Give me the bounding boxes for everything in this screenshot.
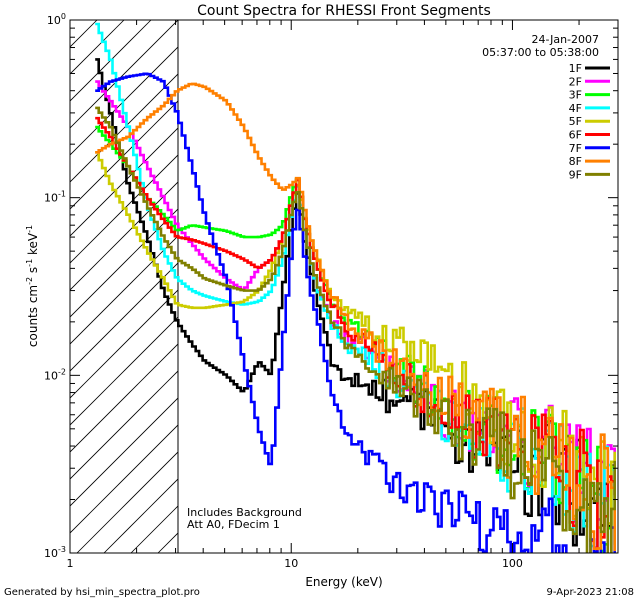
legend-date: 24-Jan-2007 xyxy=(532,33,600,46)
y-tick-label-base: 10 xyxy=(44,547,58,560)
y-tick-label-exp: -3 xyxy=(58,545,66,554)
legend-label-1F: 1F xyxy=(569,62,582,75)
hatch-line xyxy=(70,262,178,372)
legend-label-2F: 2F xyxy=(569,75,582,88)
y-tick-label: 10-1 xyxy=(44,190,66,205)
y-axis-label-end: keV xyxy=(26,232,40,259)
hatch-line xyxy=(70,20,178,129)
series-1F-line xyxy=(95,58,616,547)
y-tick-label-base: 10 xyxy=(47,14,61,27)
footer-timestamp: 9-Apr-2023 21:08 xyxy=(547,587,634,598)
chart-title: Count Spectra for RHESSI Front Segments xyxy=(197,3,491,19)
hatch-line xyxy=(70,235,178,345)
annotation-background: Includes Background xyxy=(187,506,302,519)
legend-label-7F: 7F xyxy=(569,142,582,155)
legend-label-8F: 8F xyxy=(569,155,582,168)
hatch-line xyxy=(70,370,178,480)
series-3F-line xyxy=(95,125,616,553)
hatch-line xyxy=(70,181,178,291)
y-axis-label-exp2: -1 xyxy=(25,259,34,267)
hatch-line xyxy=(70,73,178,183)
y-axis-label: counts cm-2 s-1 keV-1 xyxy=(25,225,40,347)
series-7F-line xyxy=(95,72,616,553)
x-axis-ticks xyxy=(69,20,619,553)
legend-label-6F: 6F xyxy=(569,129,582,142)
y-tick-label-base: 10 xyxy=(44,369,58,382)
series-8F-line xyxy=(95,82,616,552)
hatch-line xyxy=(70,343,178,453)
x-tick-label: 100 xyxy=(502,557,523,570)
hatch-line xyxy=(70,208,178,318)
hatch-line xyxy=(76,451,178,553)
legend-time-range: 05:37:00 to 05:38:00 xyxy=(482,46,599,59)
y-axis-label-exp1: -2 xyxy=(25,277,34,285)
x-tick-label: 10 xyxy=(284,557,298,570)
x-axis-label: Energy (keV) xyxy=(305,575,382,589)
legend: 24-Jan-2007 05:37:00 to 05:38:00 1F2F3F4… xyxy=(482,33,610,181)
plot-frame xyxy=(69,19,619,554)
footer-generated-by: Generated by hsi_min_spectra_plot.pro xyxy=(4,587,200,598)
legend-label-5F: 5F xyxy=(569,115,582,128)
hatch-line xyxy=(70,100,178,210)
legend-label-9F: 9F xyxy=(569,168,582,181)
series-5F-line xyxy=(95,151,616,529)
y-tick-label-exp: -1 xyxy=(58,190,66,199)
y-tick-label-base: 10 xyxy=(44,192,58,205)
annotation-attenuator: Att A0, FDecim 1 xyxy=(187,518,280,531)
hatch-line xyxy=(70,20,98,48)
y-tick-label: 10-3 xyxy=(44,545,66,560)
legend-label-4F: 4F xyxy=(569,102,582,115)
x-tick-label: 1 xyxy=(67,557,74,570)
y-tick-label-exp: -2 xyxy=(58,367,66,376)
hatch-line xyxy=(70,397,178,507)
series-9F-line xyxy=(95,106,616,553)
y-axis-ticks xyxy=(70,19,618,554)
series-6F-line xyxy=(95,116,616,553)
y-axis-label-mid: s xyxy=(26,267,40,277)
y-axis-label-base: counts cm xyxy=(26,285,40,347)
series-lines xyxy=(95,22,616,553)
x-tick-labels: 1 10 100 xyxy=(67,557,523,570)
legend-label-3F: 3F xyxy=(569,89,582,102)
hatch-line xyxy=(70,424,178,534)
y-tick-label: 10-2 xyxy=(44,367,66,382)
y-axis-label-exp3: -1 xyxy=(25,225,34,233)
y-tick-label: 100 xyxy=(47,12,66,27)
y-tick-label-exp: 0 xyxy=(61,12,66,21)
